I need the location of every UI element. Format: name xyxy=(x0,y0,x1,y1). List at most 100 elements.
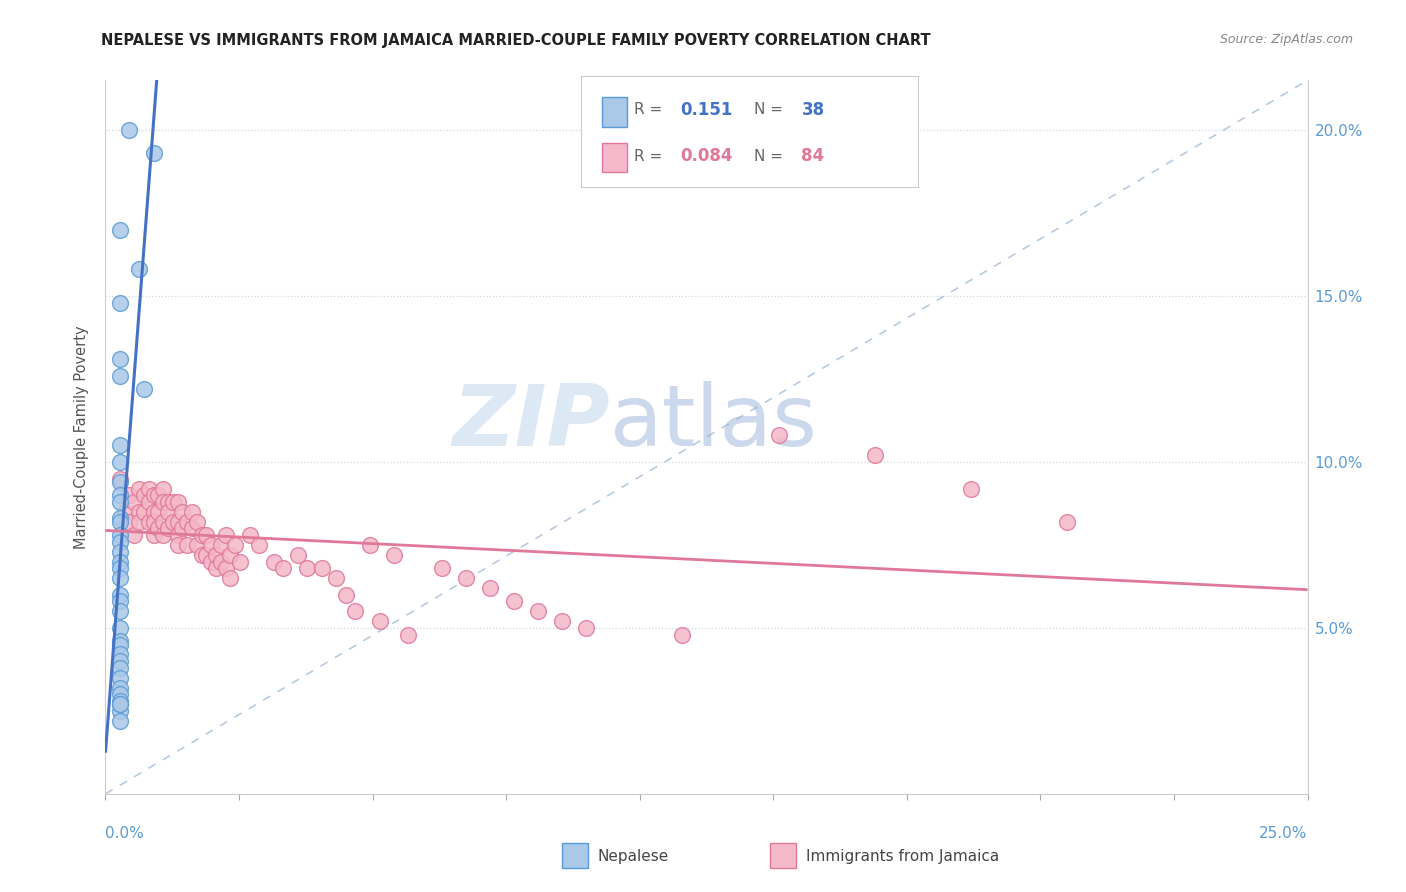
Point xyxy=(108,588,131,602)
Point xyxy=(205,548,228,562)
Point xyxy=(108,634,131,648)
Text: 0.0%: 0.0% xyxy=(105,826,145,840)
Point xyxy=(124,495,146,509)
Point xyxy=(128,515,150,529)
Text: 38: 38 xyxy=(801,101,824,119)
Y-axis label: Married-Couple Family Poverty: Married-Couple Family Poverty xyxy=(75,326,90,549)
Point xyxy=(156,505,179,519)
Point xyxy=(108,654,131,668)
Point xyxy=(503,594,526,608)
Point xyxy=(108,472,131,486)
Point xyxy=(128,482,150,496)
Text: Nepalese: Nepalese xyxy=(598,849,669,863)
Point xyxy=(156,495,179,509)
Point xyxy=(108,295,131,310)
Point xyxy=(166,528,188,542)
Text: 84: 84 xyxy=(801,147,824,165)
Point xyxy=(108,528,131,542)
Point xyxy=(335,588,357,602)
Point xyxy=(132,505,155,519)
Point xyxy=(200,538,222,552)
Point xyxy=(671,627,693,641)
Point xyxy=(166,495,188,509)
Point xyxy=(138,482,160,496)
Point xyxy=(108,488,131,502)
Point xyxy=(108,698,131,712)
Point xyxy=(108,671,131,685)
Point xyxy=(142,528,165,542)
Point xyxy=(200,555,222,569)
Point xyxy=(181,505,204,519)
Point xyxy=(108,561,131,575)
Text: NEPALESE VS IMMIGRANTS FROM JAMAICA MARRIED-COUPLE FAMILY POVERTY CORRELATION CH: NEPALESE VS IMMIGRANTS FROM JAMAICA MARR… xyxy=(101,33,931,48)
Point xyxy=(190,528,212,542)
Point xyxy=(368,615,391,629)
Point xyxy=(527,604,550,618)
Point xyxy=(152,482,174,496)
Point xyxy=(108,694,131,708)
Point xyxy=(172,521,194,535)
Point xyxy=(195,548,218,562)
Point xyxy=(863,448,886,462)
Point xyxy=(108,475,131,489)
Point xyxy=(205,561,228,575)
Point xyxy=(219,571,242,585)
Point xyxy=(124,528,146,542)
Point xyxy=(118,123,141,137)
Point xyxy=(190,548,212,562)
Point xyxy=(142,515,165,529)
Point xyxy=(108,555,131,569)
Point xyxy=(108,604,131,618)
Point xyxy=(108,704,131,718)
Point xyxy=(108,681,131,695)
Point xyxy=(138,495,160,509)
Point xyxy=(172,505,194,519)
Text: R =: R = xyxy=(634,149,668,163)
Point xyxy=(108,621,131,635)
Point xyxy=(162,495,184,509)
Point xyxy=(108,368,131,383)
Point xyxy=(108,438,131,452)
Point xyxy=(430,561,453,575)
Point xyxy=(224,538,246,552)
Point xyxy=(118,515,141,529)
Point xyxy=(108,594,131,608)
Point xyxy=(162,515,184,529)
Point xyxy=(454,571,477,585)
Point xyxy=(108,544,131,558)
Point xyxy=(138,515,160,529)
Point xyxy=(156,521,179,535)
Point xyxy=(108,638,131,652)
Point xyxy=(148,488,170,502)
Point xyxy=(359,538,381,552)
Point xyxy=(768,428,790,442)
Point xyxy=(108,515,131,529)
Point xyxy=(263,555,285,569)
Point xyxy=(108,455,131,469)
Point xyxy=(273,561,295,575)
Point xyxy=(311,561,333,575)
Point xyxy=(108,648,131,662)
Point xyxy=(287,548,309,562)
Text: N =: N = xyxy=(754,103,787,117)
Text: atlas: atlas xyxy=(610,381,818,465)
Point xyxy=(152,515,174,529)
Point xyxy=(960,482,983,496)
Point xyxy=(148,521,170,535)
Point xyxy=(186,515,208,529)
Point xyxy=(209,555,232,569)
Point xyxy=(181,521,204,535)
Point xyxy=(142,146,165,161)
Point xyxy=(152,495,174,509)
Point xyxy=(195,528,218,542)
Point xyxy=(108,714,131,728)
Point xyxy=(214,528,236,542)
Point xyxy=(108,687,131,701)
Point xyxy=(132,382,155,396)
Point xyxy=(209,538,232,552)
Text: Immigrants from Jamaica: Immigrants from Jamaica xyxy=(806,849,998,863)
Point xyxy=(219,548,242,562)
Point xyxy=(551,615,574,629)
Point xyxy=(176,538,198,552)
Point xyxy=(396,627,419,641)
